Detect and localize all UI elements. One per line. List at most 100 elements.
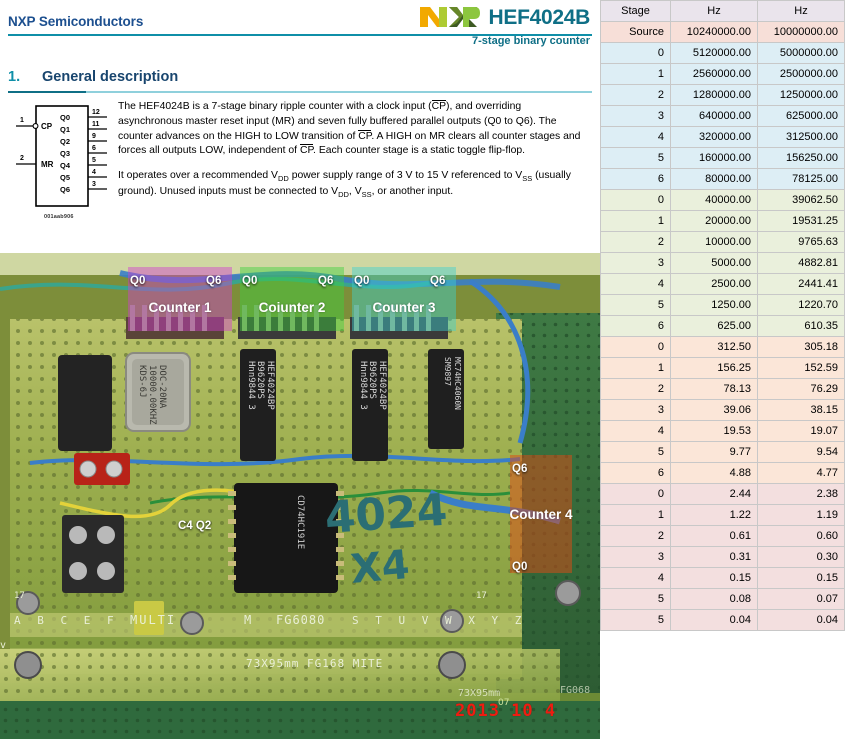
table-row: 5 9.77 9.54 xyxy=(600,441,845,463)
desc-p1-b: ), and overriding asynchronous master re… xyxy=(118,101,557,142)
stage-cell: 6 xyxy=(600,462,671,484)
hz1-cell: 1250.00 xyxy=(670,294,758,316)
counter-3-overlay[interactable]: Counter 3 xyxy=(352,267,456,331)
hz1-cell: 0.61 xyxy=(670,525,758,547)
stage-cell: 1 xyxy=(600,504,671,526)
section-header: 1. General description xyxy=(0,66,600,96)
table-row: 2 78.13 76.29 xyxy=(600,378,845,400)
counter-2-overlay[interactable]: Coiunter 2 xyxy=(240,267,344,331)
table-row: 4 19.53 19.07 xyxy=(600,420,845,442)
svg-text:07: 07 xyxy=(498,698,509,708)
hz1-cell: 19.53 xyxy=(670,420,758,442)
stage-cell: 3 xyxy=(600,546,671,568)
hz1-cell: 4.88 xyxy=(670,462,758,484)
datasheet-pane: NXP Semiconductors HEF4024B 7-stage bina… xyxy=(0,0,600,739)
column-header-hz-2: Hz xyxy=(757,0,845,22)
vss-sub-1: SS xyxy=(522,174,533,184)
svg-text:A B C E F: A B C E F xyxy=(14,614,119,627)
hz2-cell: 0.60 xyxy=(757,525,845,547)
stage-cell: 4 xyxy=(600,420,671,442)
hz2-cell: 5000000.00 xyxy=(757,42,845,64)
svg-text:X4: X4 xyxy=(349,542,411,593)
svg-text:2: 2 xyxy=(20,155,24,162)
counter-3-q6-label: Q6 xyxy=(430,275,446,287)
section-number: 1. xyxy=(8,69,21,85)
stage-cell: 3 xyxy=(600,252,671,274)
hz1-cell: 40000.00 xyxy=(670,189,758,211)
hz2-cell: 19531.25 xyxy=(757,210,845,232)
counter-1-label: Counter 1 xyxy=(148,299,212,315)
counter-1-overlay[interactable]: Counter 1 xyxy=(128,267,232,331)
hz2-cell: 2441.41 xyxy=(757,273,845,295)
counter-4-q0-label: Q0 xyxy=(512,561,528,573)
counter-4-overlay[interactable]: Counter 4 xyxy=(510,455,573,573)
table-row: 2 0.61 0.60 xyxy=(600,525,845,547)
svg-text:5: 5 xyxy=(92,157,96,164)
svg-text:Q4: Q4 xyxy=(60,161,71,170)
hz2-cell: 625000.00 xyxy=(757,105,845,127)
hz1-cell: 156.25 xyxy=(670,357,758,379)
stage-cell: Source xyxy=(600,21,671,43)
table-row: 5 0.04 0.04 xyxy=(600,609,845,631)
table-row: 3 39.06 38.15 xyxy=(600,399,845,421)
hz1-cell: 320000.00 xyxy=(670,126,758,148)
svg-text:Hnn9844 3: Hnn9844 3 xyxy=(358,361,368,410)
table-row: 2 1280000.00 1250000.00 xyxy=(600,84,845,106)
company-name: NXP Semiconductors xyxy=(8,14,144,29)
stage-cell: 3 xyxy=(600,105,671,127)
table-row: 4 320000.00 312500.00 xyxy=(600,126,845,148)
table-row: Source 10240000.00 10000000.00 xyxy=(600,21,845,43)
desc-p2-e: , or another input. xyxy=(371,185,454,197)
stage-cell: 5 xyxy=(600,147,671,169)
counter-2-q6-label: Q6 xyxy=(318,275,334,287)
hz1-cell: 20000.00 xyxy=(670,210,758,232)
hz2-cell: 0.07 xyxy=(757,588,845,610)
desc-p1-c: . A HIGH on MR clears all counter stages… xyxy=(118,130,581,157)
hz2-cell: 152.59 xyxy=(757,357,845,379)
document-header: NXP Semiconductors HEF4024B 7-stage bina… xyxy=(0,0,600,58)
svg-text:12: 12 xyxy=(92,109,100,116)
frequency-table-pane: Stage Hz Hz Source 10240000.00 10000000.00… xyxy=(600,0,845,739)
stage-cell: 5 xyxy=(600,441,671,463)
stage-cell: 0 xyxy=(600,336,671,358)
table-row: 1 156.25 152.59 xyxy=(600,357,845,379)
svg-text:B9620PS: B9620PS xyxy=(367,361,377,399)
svg-text:17: 17 xyxy=(14,591,25,601)
svg-text:Q5: Q5 xyxy=(60,173,70,182)
hz2-cell: 1220.70 xyxy=(757,294,845,316)
svg-text:Q6: Q6 xyxy=(60,185,70,194)
svg-text:11: 11 xyxy=(92,121,100,128)
hz2-cell: 4882.81 xyxy=(757,252,845,274)
stage-cell: 6 xyxy=(600,315,671,337)
stage-cell: 1 xyxy=(600,210,671,232)
table-row: 6 80000.00 78125.00 xyxy=(600,168,845,190)
desc-p1-d: . Each counter stage is a static toggle … xyxy=(313,145,526,157)
counter-2-q0-label: Q0 xyxy=(242,275,258,287)
table-row: 0 5120000.00 5000000.00 xyxy=(600,42,845,64)
hz1-cell: 2.44 xyxy=(670,483,758,505)
section-divider-accent xyxy=(8,91,86,93)
svg-text:HEF4024BP: HEF4024BP xyxy=(377,361,387,410)
hz2-cell: 76.29 xyxy=(757,378,845,400)
hz1-cell: 10000.00 xyxy=(670,231,758,253)
stage-cell: 4 xyxy=(600,126,671,148)
hz1-cell: 9.77 xyxy=(670,441,758,463)
svg-text:SM9897: SM9897 xyxy=(443,357,452,386)
svg-text:4: 4 xyxy=(92,169,96,176)
part-number: HEF4024B xyxy=(488,5,591,29)
svg-text:FG6080: FG6080 xyxy=(276,613,325,627)
table-row: 0 312.50 305.18 xyxy=(600,336,845,358)
hz2-cell: 0.04 xyxy=(757,609,845,631)
hz1-cell: 39.06 xyxy=(670,399,758,421)
svg-text:DOC-20NA: DOC-20NA xyxy=(157,365,167,409)
svg-text:Q2: Q2 xyxy=(60,137,70,146)
nxp-logo xyxy=(419,7,480,27)
description-text: The HEF4024B is a 7-stage binary ripple … xyxy=(118,100,586,211)
desc-p2-b: power supply range of 3 V to 15 V refere… xyxy=(288,170,523,182)
svg-text:v: v xyxy=(0,640,6,651)
svg-text:1: 1 xyxy=(20,117,24,124)
cp-overline-3: CP xyxy=(299,144,314,157)
svg-text:Q1: Q1 xyxy=(60,125,70,134)
hz1-cell: 2560000.00 xyxy=(670,63,758,85)
svg-text:17: 17 xyxy=(476,591,487,601)
